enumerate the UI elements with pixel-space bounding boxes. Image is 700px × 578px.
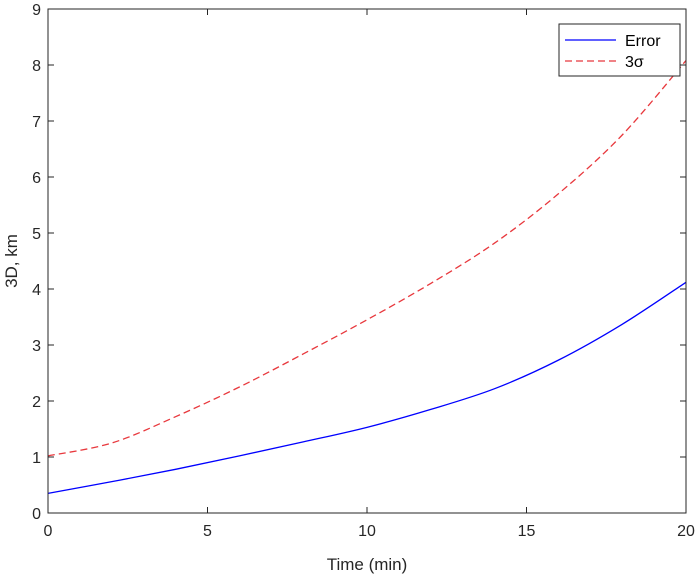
y-axis-label: 3D, km xyxy=(2,234,21,288)
series-layer xyxy=(47,60,687,495)
x-axis-ticks: 0 5 10 15 20 xyxy=(44,9,695,540)
y-tick-label: 9 xyxy=(32,2,41,19)
x-axis-label: Time (min) xyxy=(327,555,408,574)
legend-label: Error xyxy=(625,33,661,50)
y-tick-label: 2 xyxy=(32,394,41,411)
y-tick-label: 4 xyxy=(32,282,41,299)
y-tick-label: 3 xyxy=(32,338,41,355)
y-tick-label: 7 xyxy=(32,114,41,131)
x-tick-label: 0 xyxy=(44,523,53,540)
y-tick-label: 1 xyxy=(32,450,41,467)
series-line-error xyxy=(47,281,687,495)
legend-box xyxy=(558,23,681,77)
plot-area xyxy=(48,9,686,513)
x-tick-label: 10 xyxy=(358,523,376,540)
y-tick-label: 0 xyxy=(32,506,41,523)
y-axis-ticks: 0 1 2 3 4 5 6 7 8 9 xyxy=(32,2,686,523)
y-tick-label: 5 xyxy=(32,226,41,243)
series-line-three-sigma xyxy=(47,60,687,457)
y-tick-label: 8 xyxy=(32,58,41,75)
legend-label: 3σ xyxy=(625,54,644,71)
x-tick-label: 20 xyxy=(677,523,695,540)
y-tick-label: 6 xyxy=(32,170,41,187)
x-tick-label: 5 xyxy=(203,523,212,540)
x-tick-label: 15 xyxy=(518,523,536,540)
legend: Error 3σ xyxy=(558,23,681,77)
